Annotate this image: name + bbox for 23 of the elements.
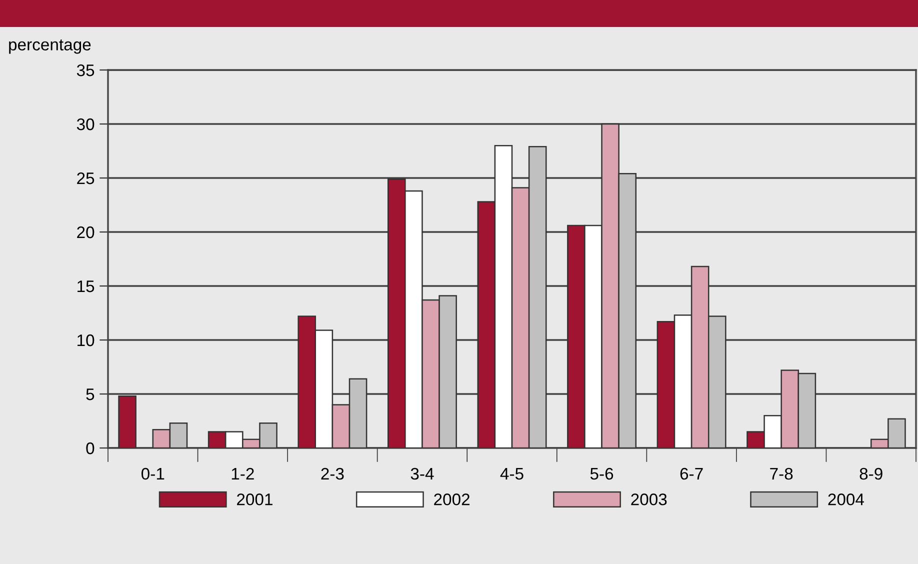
y-tick-label: 35: [76, 64, 94, 76]
legend-label: 2004: [828, 494, 864, 506]
y-tick-label: 5: [86, 388, 94, 400]
x-tick-label: 6-7: [680, 468, 703, 480]
y-tick-label: 15: [78, 280, 94, 292]
x-tick-label: 4-5: [500, 468, 524, 480]
y-tick-label: 20: [77, 226, 94, 238]
legend-label: 2003: [631, 494, 667, 506]
bar: [118, 396, 136, 448]
legend-label: 2002: [434, 494, 470, 506]
x-tick-label: 0-1: [141, 468, 164, 480]
y-tick-label: 25: [77, 172, 94, 184]
x-tick-label: 8-9: [860, 468, 882, 480]
x-tick-label: 7-8: [770, 468, 793, 480]
x-tick-label: 5-6: [590, 468, 614, 480]
x-tick-label: 3-4: [410, 468, 434, 480]
y-axis-title: percentage: [9, 40, 91, 54]
y-tick-label: 30: [76, 118, 94, 130]
x-tick-label: 1-2: [232, 468, 254, 480]
y-tick-label: 0: [86, 442, 94, 454]
x-tick-label: 2-3: [321, 468, 344, 480]
y-tick-label: 10: [78, 334, 94, 346]
legend-label: 2001: [237, 494, 272, 506]
